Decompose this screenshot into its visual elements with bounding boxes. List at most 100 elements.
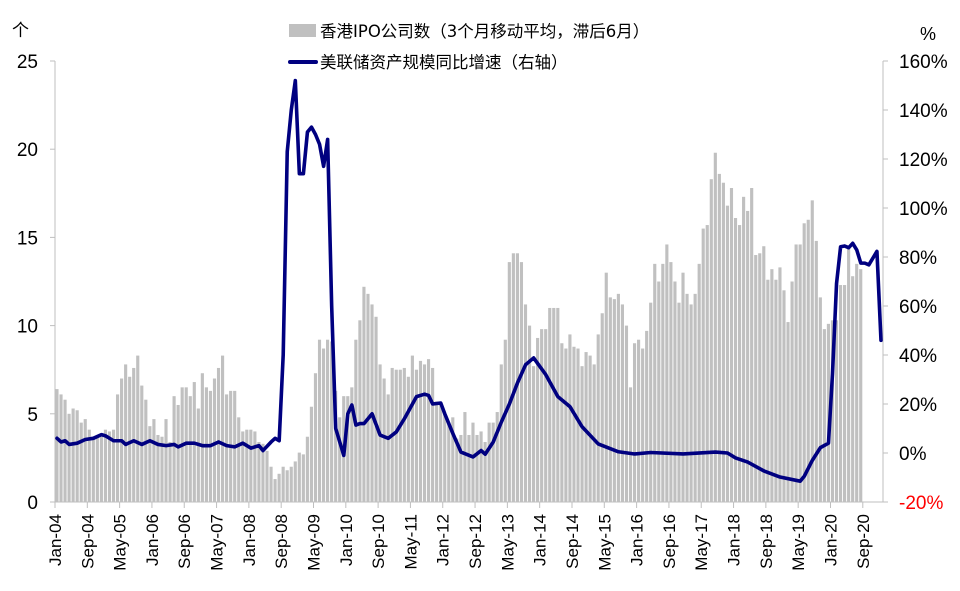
x-tick-label: Jan-04 (46, 514, 65, 566)
legend: 香港IPO公司数（3个月移动平均，滞后6月） 美联储资产规模同比增速（右轴） (288, 22, 649, 72)
left-tick-label: 0 (27, 493, 38, 514)
bar (273, 479, 277, 502)
bar (681, 272, 685, 502)
bar (95, 436, 99, 502)
x-tick-label: Sep-20 (854, 514, 873, 569)
axes (54, 61, 884, 503)
bar (810, 200, 814, 503)
x-tick-label: Sep-12 (466, 514, 485, 569)
bar (414, 369, 419, 502)
bar (560, 343, 564, 502)
bar (144, 399, 148, 502)
bar (600, 313, 604, 502)
bar (451, 417, 455, 502)
bar (152, 419, 156, 502)
bar (519, 262, 524, 502)
bar (814, 240, 818, 502)
bar (370, 304, 374, 502)
bar (536, 337, 540, 502)
bar (612, 299, 616, 502)
bar (834, 320, 839, 502)
bar (632, 343, 637, 502)
bar (281, 466, 285, 502)
bar (774, 279, 778, 502)
bar (859, 269, 863, 502)
bar (338, 417, 342, 502)
bar (475, 434, 479, 502)
bar (689, 304, 693, 502)
bar (269, 466, 273, 502)
bar (620, 304, 624, 502)
bar (487, 422, 491, 502)
bar (317, 339, 322, 502)
bar (463, 412, 467, 502)
bar (713, 152, 717, 503)
bar (265, 450, 269, 502)
bar (733, 218, 738, 502)
x-tick-label: Jan-18 (725, 514, 744, 566)
bar (515, 253, 519, 502)
bar (584, 352, 588, 502)
bar (758, 253, 762, 502)
bar (330, 341, 334, 502)
x-tick-label: Sep-08 (272, 514, 291, 569)
bar (717, 173, 721, 502)
bar (657, 281, 661, 502)
left-tick-label: 20 (17, 140, 38, 161)
bar (673, 281, 677, 502)
bar (422, 364, 427, 502)
bar (326, 339, 330, 502)
x-tick-label: Jan-14 (531, 514, 550, 566)
bar (79, 422, 83, 502)
bar (459, 434, 463, 502)
bar (156, 434, 160, 502)
bar (697, 263, 701, 502)
bar (309, 406, 313, 502)
bar (67, 413, 71, 502)
bar (148, 426, 152, 502)
left-tick-label: 15 (17, 228, 38, 249)
bar (806, 219, 810, 502)
bar (63, 399, 67, 502)
bar (277, 473, 281, 502)
bar (552, 307, 556, 502)
bar (838, 285, 843, 502)
bar (305, 436, 309, 502)
bar (580, 366, 584, 502)
bar (798, 244, 802, 502)
bar (160, 436, 164, 502)
right-tick-label: 40% (899, 346, 937, 367)
right-tick-label: 20% (899, 395, 937, 416)
bar (346, 396, 350, 502)
bar (221, 355, 225, 502)
x-tick-label: May-15 (595, 514, 614, 571)
right-tick-label: 100% (899, 199, 948, 220)
bar (394, 369, 398, 502)
bar (249, 429, 253, 502)
bar (245, 429, 249, 502)
bar (426, 359, 431, 502)
bar (596, 334, 600, 502)
bar (374, 316, 378, 502)
bar (55, 389, 59, 502)
bar (544, 329, 548, 502)
bar (564, 348, 568, 502)
bar (750, 188, 754, 502)
bar (843, 285, 847, 502)
bar (786, 322, 790, 502)
bar (479, 431, 483, 502)
right-tick-label: 160% (899, 52, 948, 73)
bar (818, 297, 822, 502)
bar (762, 246, 766, 502)
bar (362, 286, 366, 502)
bar (661, 263, 665, 502)
bar (604, 272, 608, 502)
bar (705, 225, 709, 503)
x-tick-label: May-17 (692, 514, 711, 571)
bar (499, 364, 503, 502)
bar (382, 378, 386, 502)
bar (782, 290, 786, 502)
bar (467, 434, 471, 502)
bar (443, 413, 447, 502)
